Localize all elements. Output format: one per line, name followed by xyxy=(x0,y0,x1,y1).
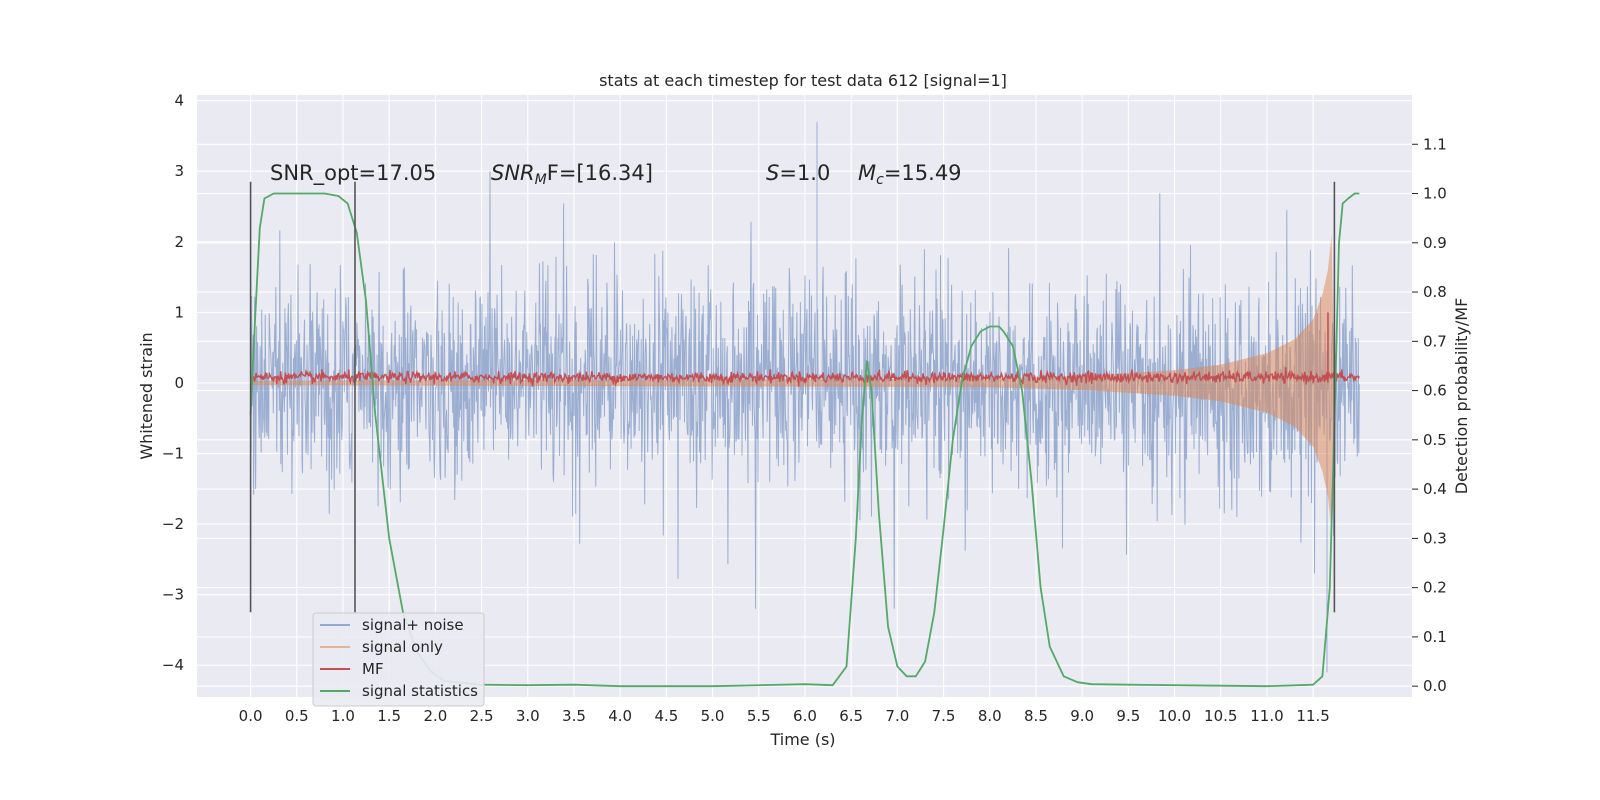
x-tick-label: 0.5 xyxy=(285,707,309,725)
y2-tick-label: 0.5 xyxy=(1423,431,1447,449)
x-tick-label: 7.0 xyxy=(885,707,909,725)
x-tick-label: 4.0 xyxy=(608,707,632,725)
x-tick-label: 9.5 xyxy=(1116,707,1140,725)
y2-tick-label: 0.2 xyxy=(1423,579,1447,597)
chart-title: stats at each timestep for test data 612… xyxy=(599,71,1007,90)
annotation-s: S=1.0 xyxy=(766,161,830,185)
annotation-mc-symbol: M xyxy=(858,161,876,185)
x-tick-label: 7.5 xyxy=(932,707,956,725)
x-tick-label: 2.0 xyxy=(423,707,447,725)
legend-box xyxy=(312,612,485,707)
y-tick-label: 3 xyxy=(174,162,184,180)
y-tick-label: 4 xyxy=(174,92,184,110)
annotation-mc: Mc=15.49 xyxy=(858,161,962,188)
x-tick-labels: 0.0 0.5 1.0 1.5 2.0 2.5 3.0 3.5 4.0 4.5 5.0 5.5 6.0 6… xyxy=(239,707,1330,725)
x-tick-label: 1.5 xyxy=(377,707,401,725)
y2-tick-labels: 1.1 1.0 0.9 0.8 0.7 0.6 0.5 0.4 0.3 0.2 0.1 0.0 xyxy=(1412,135,1447,695)
y-axis-label: Whitened strain xyxy=(137,332,156,459)
y-tick-label: −1 xyxy=(162,445,184,463)
annotation-mc-subscript: c xyxy=(876,172,884,188)
x-tick-label: 0.0 xyxy=(239,707,263,725)
legend-label-signal-statistics: signal statistics xyxy=(362,682,478,700)
x-tick-label: 6.5 xyxy=(839,707,863,725)
x-tick-label: 6.0 xyxy=(793,707,817,725)
x-tick-label: 9.0 xyxy=(1070,707,1094,725)
annotations: SNR_opt=17.05 SNRMF=[16.34] S=1.0 Mc=15.… xyxy=(270,161,962,188)
x-tick-label: 10.5 xyxy=(1204,707,1237,725)
annotation-snr-mf-subscript: M xyxy=(535,172,547,188)
legend: signal+ noise signal only MF signal stat… xyxy=(312,612,485,707)
signal-only-envelope xyxy=(250,234,1335,532)
y-tick-label: 2 xyxy=(174,233,184,251)
annotation-s-symbol: S xyxy=(766,161,779,185)
y2-axis-label: Detection probability/MF xyxy=(1452,298,1471,495)
mf-line xyxy=(250,312,1360,387)
y2-tick-label: 0.3 xyxy=(1423,529,1447,547)
legend-label-mf: MF xyxy=(362,660,384,678)
y2-tick-label: 0.9 xyxy=(1423,234,1447,252)
x-tick-label: 5.0 xyxy=(701,707,725,725)
y2-tick-label: 0.4 xyxy=(1423,480,1447,498)
series-mf xyxy=(250,312,1360,387)
y2-tick-label: 0.8 xyxy=(1423,283,1447,301)
x-tick-label: 10.0 xyxy=(1158,707,1191,725)
y2-tick-label: 0.7 xyxy=(1423,332,1447,350)
y-tick-label: −3 xyxy=(162,586,184,604)
legend-label-signal-noise: signal+ noise xyxy=(362,616,464,634)
x-tick-label: 1.0 xyxy=(331,707,355,725)
y-tick-label: 1 xyxy=(174,303,184,321)
x-axis-label: Time (s) xyxy=(769,730,835,749)
x-tick-label: 8.0 xyxy=(978,707,1002,725)
annotation-snr-mf-value: F=[16.34] xyxy=(547,161,653,185)
y2-tick-label: 1.0 xyxy=(1423,185,1447,203)
series-signal-statistics xyxy=(249,192,1360,688)
annotation-snr-mf-symbol: SNR xyxy=(491,161,535,185)
annotation-snr-mf: SNRMF=[16.34] xyxy=(491,161,653,188)
x-tick-label: 3.5 xyxy=(562,707,586,725)
y2-tick-label: 0.0 xyxy=(1423,677,1447,695)
vertical-markers xyxy=(249,181,1336,613)
x-tick-label: 11.5 xyxy=(1296,707,1329,725)
x-tick-label: 2.5 xyxy=(470,707,494,725)
annotation-snr-opt: SNR_opt=17.05 xyxy=(270,161,436,186)
annotation-mc-value: =15.49 xyxy=(884,161,962,185)
signal-statistics-line xyxy=(249,192,1360,688)
y-tick-labels: 4 3 2 1 0 −1 −2 −3 −4 xyxy=(162,92,184,675)
y2-tick-label: 0.6 xyxy=(1423,382,1447,400)
x-tick-label: 5.5 xyxy=(747,707,771,725)
x-tick-label: 3.0 xyxy=(516,707,540,725)
y-tick-label: 0 xyxy=(174,374,184,392)
series-signal-only xyxy=(250,234,1335,532)
annotation-s-value: =1.0 xyxy=(779,161,830,185)
x-tick-label: 8.5 xyxy=(1024,707,1048,725)
y-tick-label: −4 xyxy=(162,656,184,674)
x-tick-label: 4.5 xyxy=(654,707,678,725)
x-tick-label: 11.0 xyxy=(1250,707,1283,725)
y-tick-label: −2 xyxy=(162,515,184,533)
legend-label-signal-only: signal only xyxy=(362,638,443,656)
y2-tick-label: 1.1 xyxy=(1423,135,1447,153)
y2-tick-label: 0.1 xyxy=(1423,628,1447,646)
